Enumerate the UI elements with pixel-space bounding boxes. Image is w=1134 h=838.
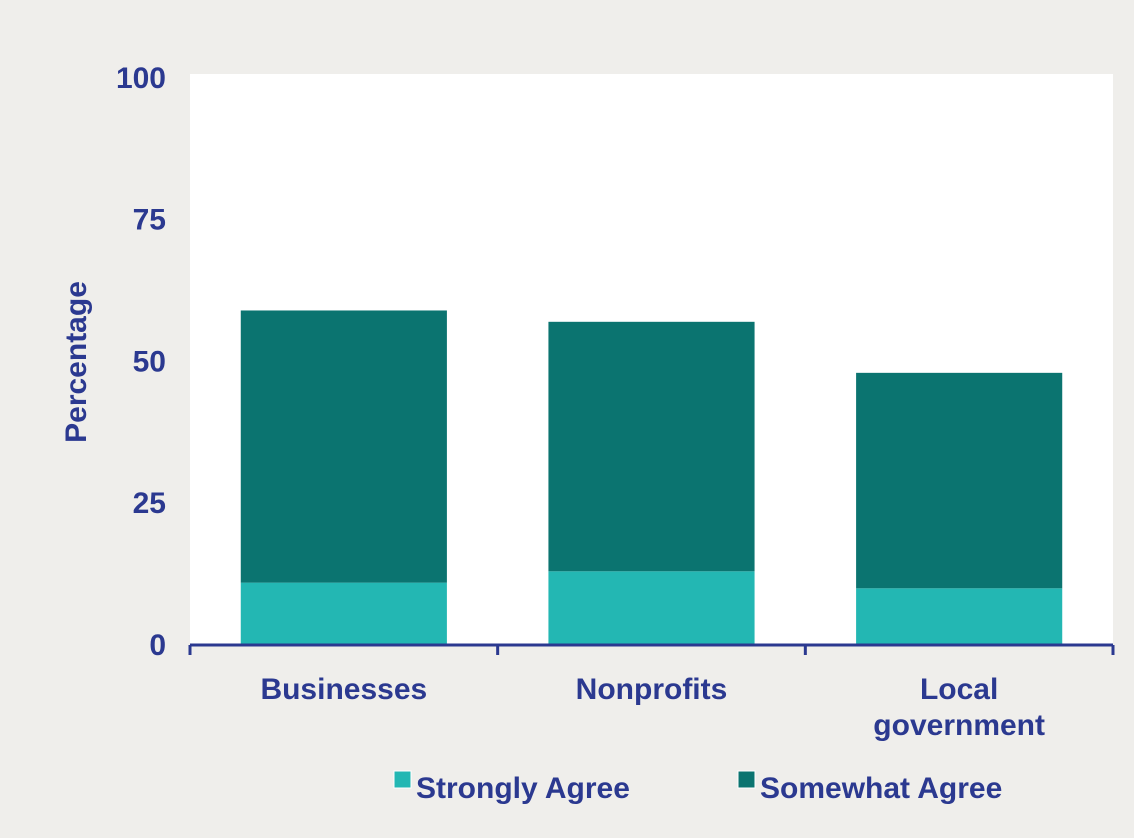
y-axis-label: Percentage	[60, 281, 93, 443]
bar-segment	[240, 582, 447, 645]
y-tick-label: 75	[133, 204, 166, 237]
x-tick-label: Nonprofits	[575, 673, 728, 706]
bar-segment	[856, 588, 1063, 645]
bar-segment	[548, 321, 755, 572]
bar-segment	[856, 372, 1063, 589]
x-tick-label: Businesses	[260, 673, 428, 706]
y-tick-label: 25	[133, 487, 166, 520]
x-tick-label: Local government	[873, 673, 1045, 742]
legend-swatch	[737, 770, 756, 789]
y-tick-label: 0	[149, 629, 166, 662]
bar-segment	[240, 310, 447, 583]
legend-label: Strongly Agree	[416, 772, 630, 805]
y-tick-label: 100	[116, 62, 166, 95]
bar-segment	[548, 571, 755, 645]
y-tick-label: 50	[133, 345, 166, 378]
legend-swatch	[393, 770, 412, 789]
legend-label: Somewhat Agree	[760, 772, 1002, 805]
